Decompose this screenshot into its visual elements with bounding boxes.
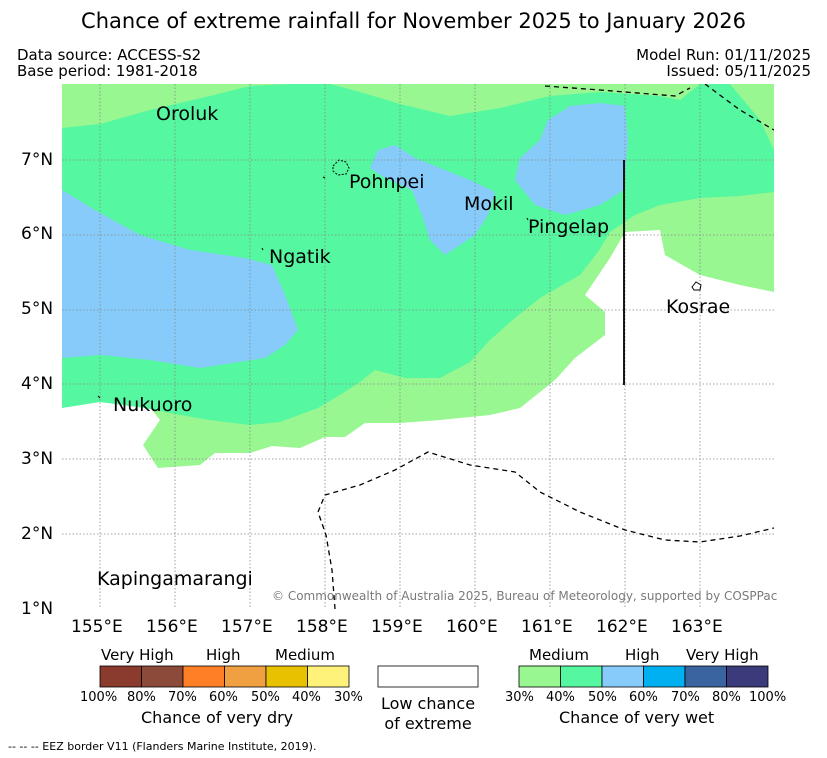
lon-tick-158e: 158°E (296, 617, 348, 637)
label-nukuoro: Nukuoro (113, 394, 193, 416)
issued-date: Issued: 05/11/2025 (666, 62, 811, 80)
nukuoro-island (97, 395, 101, 399)
wet-very-high-label: Very High (686, 646, 759, 664)
ant-atoll (322, 176, 326, 179)
dry-very-high-label: Very High (101, 646, 174, 664)
data-source: Data source: ACCESS-S2 (17, 46, 202, 64)
wet-swatch-5 (684, 665, 727, 688)
lon-tick-162e: 162°E (596, 617, 648, 637)
eez-footnote: -- -- -- EEZ border V11 (Flanders Marine… (8, 740, 317, 753)
dry-swatch-2 (141, 665, 184, 688)
dry-swatch-4 (224, 665, 267, 688)
lat-tick-7n: 7°N (21, 150, 54, 170)
wet-50-60-region-east (370, 145, 495, 255)
dry-tick-70: 70% (168, 690, 197, 705)
grid-lines (62, 84, 774, 609)
dry-medium-label: Medium (275, 646, 335, 664)
wet-tick-80: 80% (712, 690, 741, 705)
dry-swatch-1 (99, 665, 142, 688)
model-run: Model Run: 01/11/2025 (636, 46, 811, 64)
wet-tick-30: 30% (505, 690, 534, 705)
wet-tick-50: 50% (588, 690, 617, 705)
kosrae-island (691, 281, 702, 291)
neutral-legend-box (377, 665, 479, 688)
wet-legend-bar (518, 665, 769, 688)
lon-tick-155e: 155°E (71, 617, 123, 637)
wet-tick-40: 40% (546, 690, 575, 705)
mokil-island (526, 217, 529, 221)
label-kosrae: Kosrae (666, 296, 731, 318)
wet-50-60-region-west (62, 190, 298, 368)
wet-50-60-region-northeast (515, 103, 628, 215)
neutral-caption-line2: of extreme (384, 714, 472, 733)
chart-title: Chance of extreme rainfall for November … (81, 9, 746, 33)
map-plot-area (62, 84, 774, 609)
wet-medium-label: Medium (529, 646, 589, 664)
islands (97, 159, 702, 399)
label-mokil: Mokil (464, 193, 514, 215)
wet-tick-70: 70% (671, 690, 700, 705)
dry-tick-50: 50% (251, 690, 280, 705)
dry-high-label: High (206, 646, 241, 664)
dry-tick-40: 40% (292, 690, 321, 705)
lon-tick-157e: 157°E (221, 617, 273, 637)
dry-tick-30: 30% (334, 690, 363, 705)
lat-tick-4n: 4°N (21, 374, 54, 394)
base-period: Base period: 1981-2018 (17, 62, 198, 80)
ngatik-island (261, 247, 264, 251)
lon-tick-160e: 160°E (446, 617, 498, 637)
label-kapingamarangi: Kapingamarangi (97, 568, 253, 590)
dry-tick-80: 80% (127, 690, 156, 705)
wet-swatch-6 (726, 665, 769, 688)
lon-tick-163e: 163°E (671, 617, 723, 637)
lat-tick-5n: 5°N (21, 299, 54, 319)
wet-swatch-2 (560, 665, 603, 688)
dry-swatch-5 (265, 665, 308, 688)
lat-tick-3n: 3°N (21, 449, 54, 469)
copyright-notice: © Commonwealth of Australia 2025, Bureau… (272, 589, 778, 603)
wet-high-label: High (625, 646, 660, 664)
wet-swatch-3 (601, 665, 644, 688)
wet-tick-60: 60% (629, 690, 658, 705)
label-pohnpei: Pohnpei (349, 171, 425, 193)
neutral-caption-line1: Low chance (380, 694, 476, 713)
lon-tick-161e: 161°E (521, 617, 573, 637)
pohnpei-island (332, 159, 350, 176)
wet-swatch-1 (518, 665, 561, 688)
lon-tick-159e: 159°E (371, 617, 423, 637)
lat-tick-2n: 2°N (21, 524, 54, 544)
label-pingelap: Pingelap (528, 216, 610, 238)
lat-tick-6n: 6°N (21, 224, 54, 244)
dry-caption: Chance of very dry (141, 708, 294, 727)
label-ngatik: Ngatik (269, 246, 331, 268)
dry-legend-bar (99, 665, 350, 688)
wet-swatch-4 (643, 665, 686, 688)
dry-swatch-6 (307, 665, 350, 688)
lat-tick-1n: 1°N (21, 599, 54, 619)
lon-tick-156e: 156°E (146, 617, 198, 637)
dry-tick-100: 100% (80, 690, 118, 705)
label-oroluk: Oroluk (156, 103, 219, 125)
dry-tick-60: 60% (209, 690, 238, 705)
wet-tick-100: 100% (749, 690, 787, 705)
wet-caption: Chance of very wet (559, 708, 715, 727)
dry-swatch-3 (182, 665, 225, 688)
eez-borders (317, 84, 774, 609)
